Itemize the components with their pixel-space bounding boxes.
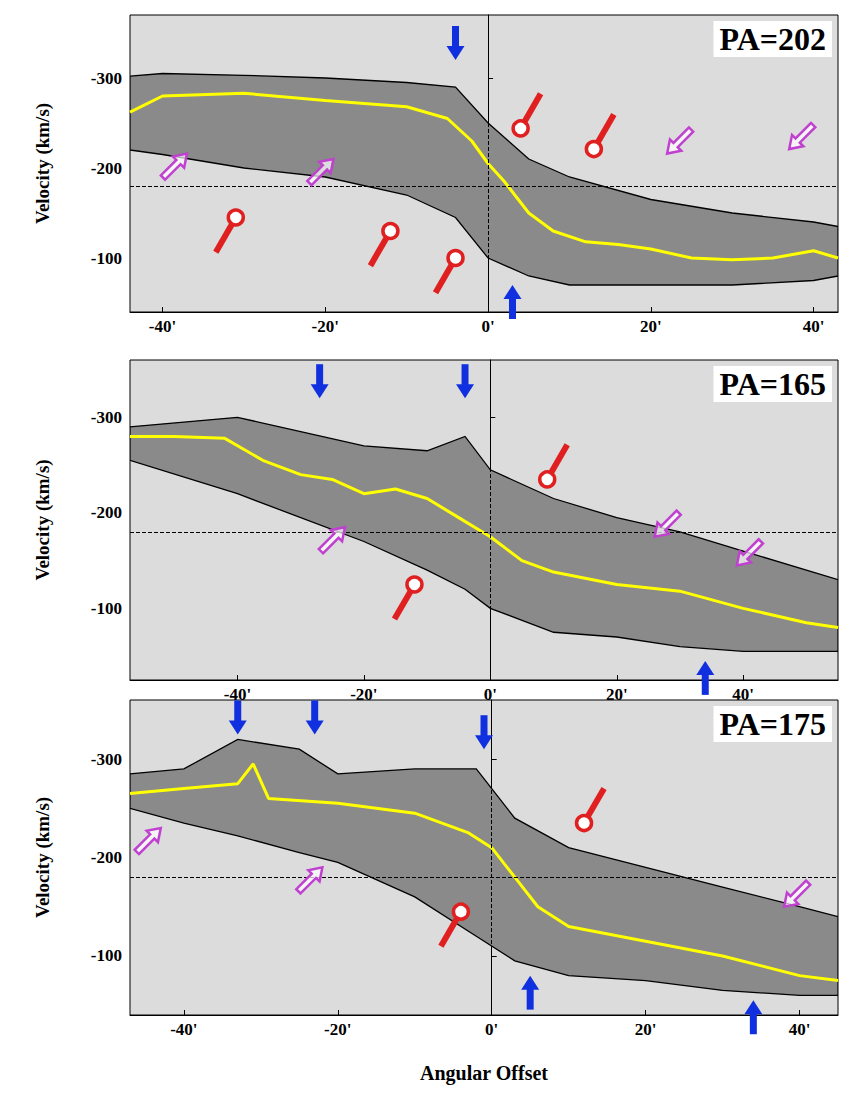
- svg-text:0': 0': [484, 685, 497, 704]
- svg-text:PA=165: PA=165: [719, 366, 826, 402]
- svg-text:0': 0': [485, 1020, 498, 1039]
- svg-text:-20': -20': [324, 1020, 351, 1039]
- svg-text:-20': -20': [350, 685, 377, 704]
- svg-text:40': 40': [789, 1020, 811, 1039]
- svg-text:Velocity (km/s): Velocity (km/s): [32, 797, 54, 918]
- svg-text:20': 20': [606, 685, 628, 704]
- svg-text:40': 40': [803, 317, 825, 336]
- svg-text:PA=175: PA=175: [719, 706, 826, 742]
- svg-text:-100: -100: [91, 599, 122, 618]
- svg-text:-200: -200: [91, 503, 122, 522]
- svg-text:-300: -300: [91, 750, 122, 769]
- svg-text:Angular Offset: Angular Offset: [420, 1062, 548, 1085]
- svg-text:Velocity (km/s): Velocity (km/s): [32, 459, 54, 580]
- svg-text:-40': -40': [223, 685, 252, 704]
- svg-text:-100: -100: [91, 946, 122, 965]
- svg-text:Velocity (km/s): Velocity (km/s): [32, 103, 54, 224]
- svg-text:-40': -40': [170, 1020, 197, 1039]
- svg-text:-200: -200: [91, 848, 122, 867]
- svg-text:PA=202: PA=202: [719, 21, 826, 57]
- svg-text:0': 0': [481, 317, 494, 336]
- svg-text:20': 20': [635, 1020, 657, 1039]
- svg-text:-100: -100: [91, 249, 122, 268]
- svg-text:20': 20': [640, 317, 662, 336]
- svg-text:-20': -20': [312, 317, 339, 336]
- svg-text:40': 40': [732, 685, 754, 704]
- svg-text:-300: -300: [91, 408, 122, 427]
- svg-text:-40': -40': [149, 317, 176, 336]
- svg-text:-200: -200: [91, 159, 122, 178]
- svg-text:-300: -300: [91, 69, 122, 88]
